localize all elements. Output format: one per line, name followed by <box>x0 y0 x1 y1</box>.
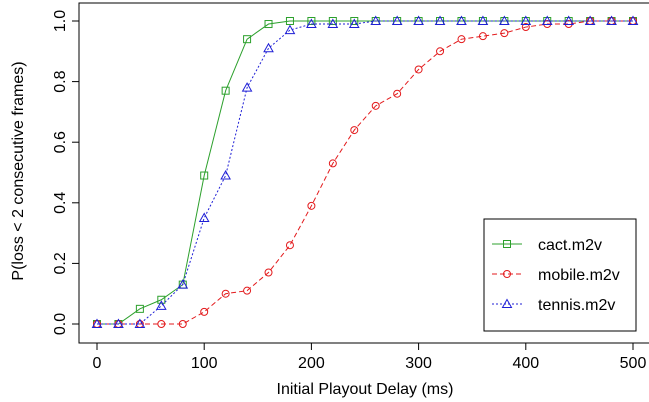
data-point <box>348 18 360 29</box>
data-point <box>200 171 209 180</box>
data-point <box>241 82 253 92</box>
series-line <box>97 20 633 325</box>
x-tick-label: 500 <box>620 355 647 372</box>
legend-entry: cact.m2v <box>492 237 602 254</box>
y-tick-label: 0.8 <box>52 70 69 92</box>
data-point <box>157 320 166 328</box>
legend-entry: mobile.m2v <box>492 267 620 284</box>
y-axis-title: P(loss < 2 consecutive frames) <box>10 61 27 280</box>
legend-marker <box>503 240 511 248</box>
x-tick-label: 400 <box>512 355 539 372</box>
data-point <box>155 300 167 310</box>
data-point <box>327 18 339 29</box>
data-point <box>370 15 382 25</box>
data-point <box>91 318 103 328</box>
legend-label: tennis.m2v <box>538 297 615 314</box>
data-point <box>627 15 639 25</box>
data-point <box>243 286 252 295</box>
x-tick-label: 300 <box>405 355 432 372</box>
data-point <box>221 289 230 298</box>
legend-entry: tennis.m2v <box>492 297 615 314</box>
data-point <box>414 65 423 74</box>
data-point <box>113 318 124 328</box>
data-point <box>541 15 553 25</box>
data-point <box>521 23 530 32</box>
data-point <box>350 126 359 135</box>
data-point <box>606 15 617 25</box>
plot-frame <box>78 2 649 344</box>
data-point <box>413 15 424 25</box>
data-point <box>584 15 596 25</box>
data-point <box>264 20 273 29</box>
legend-label: mobile.m2v <box>538 267 620 284</box>
legend-box <box>483 218 637 332</box>
data-point <box>221 86 230 95</box>
data-point <box>393 89 402 98</box>
series-tennis-m2v <box>91 15 639 328</box>
data-point <box>157 295 166 304</box>
data-point <box>391 15 403 25</box>
legend-label: cact.m2v <box>538 237 602 254</box>
y-tick-label: 1.0 <box>52 10 69 32</box>
series-layer <box>91 15 639 328</box>
axes: 0 100 200 300 400 500 0.0 0.2 0.4 0.6 0.8 1.0 <box>52 2 649 372</box>
y-tick-label: 0.2 <box>52 252 69 274</box>
data-point <box>328 159 337 168</box>
data-point <box>220 170 231 180</box>
x-tick-label: 200 <box>298 355 325 372</box>
x-tick-label: 100 <box>191 355 218 372</box>
data-point <box>434 15 446 25</box>
x-axis-title: Initial Playout Delay (ms) <box>277 381 454 398</box>
y-tick-label: 0.4 <box>52 192 69 214</box>
data-point <box>499 15 510 25</box>
data-point <box>263 42 274 53</box>
data-point <box>200 307 209 316</box>
data-point <box>306 18 317 29</box>
data-point <box>457 35 466 44</box>
data-point <box>436 47 445 56</box>
data-point <box>477 15 489 25</box>
data-point <box>478 32 487 41</box>
data-point <box>177 279 189 289</box>
data-point <box>178 320 187 328</box>
data-point <box>500 29 509 38</box>
data-point <box>520 15 532 25</box>
x-tick-label: 0 <box>93 355 102 372</box>
data-point <box>134 318 146 328</box>
y-tick-label: 0.0 <box>52 313 69 335</box>
legend-marker <box>503 270 511 278</box>
data-point <box>243 35 252 44</box>
legend-marker <box>501 298 513 308</box>
data-point <box>285 17 294 25</box>
data-point <box>371 101 380 110</box>
data-point <box>284 24 296 35</box>
data-point <box>350 17 359 25</box>
data-point <box>456 15 467 25</box>
data-point <box>135 304 144 313</box>
data-point <box>307 201 316 210</box>
data-point <box>264 268 273 277</box>
data-point <box>198 212 210 222</box>
data-point <box>285 241 294 250</box>
legend: cact.m2v mobile.m2v tennis.m2v <box>483 218 637 332</box>
data-point <box>563 15 575 25</box>
y-tick-label: 0.6 <box>52 131 69 153</box>
